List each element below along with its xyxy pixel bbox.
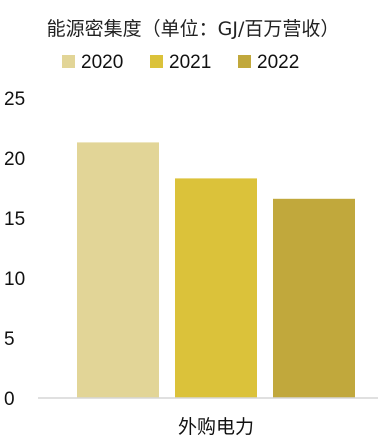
- y-tick-label-20: 20: [4, 149, 25, 170]
- legend: 2020 2021 2022: [62, 52, 299, 73]
- y-tick-label-15: 15: [4, 209, 25, 230]
- x-axis: 外购电力: [178, 416, 254, 438]
- legend-swatch-2021: [150, 55, 163, 68]
- legend-swatch-2022: [238, 55, 251, 68]
- bar-2020: [77, 142, 159, 398]
- legend-swatch-2020: [62, 55, 75, 68]
- bars: [77, 142, 355, 398]
- y-tick-label-10: 10: [4, 269, 25, 290]
- legend-label-2021: 2021: [169, 52, 211, 73]
- legend-label-2022: 2022: [257, 52, 299, 73]
- bar-2021: [175, 178, 257, 398]
- y-tick-label-0: 0: [4, 389, 15, 410]
- y-tick-label-5: 5: [4, 329, 15, 350]
- x-category-label: 外购电力: [178, 416, 254, 438]
- bar-2022: [273, 199, 355, 398]
- y-axis: 0 5 10 15 20 25: [4, 89, 25, 410]
- y-tick-label-25: 25: [4, 89, 25, 110]
- chart-title: 能源密集度（单位：GJ/百万营收）: [47, 18, 340, 40]
- legend-label-2020: 2020: [81, 52, 123, 73]
